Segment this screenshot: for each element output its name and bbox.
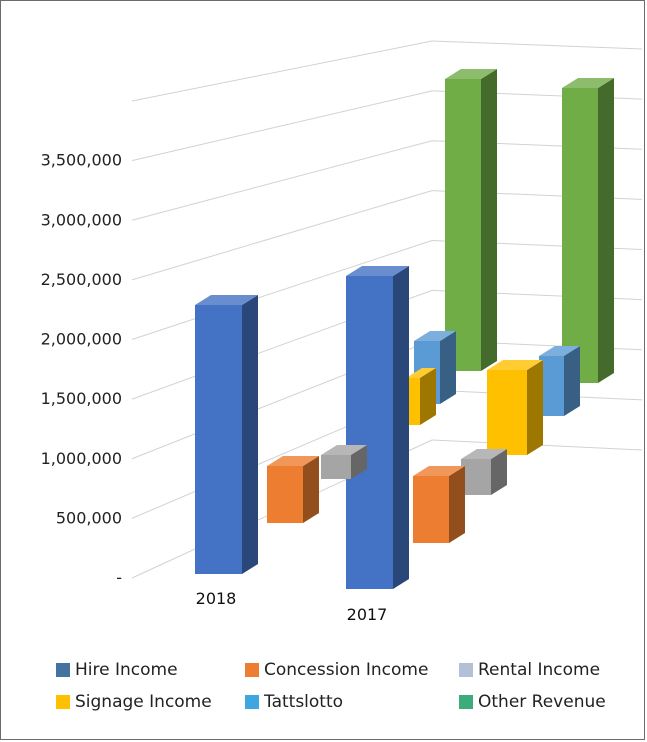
gridline (131, 190, 433, 281)
bar-front (461, 459, 491, 495)
bar-front (406, 378, 420, 425)
bar (487, 360, 543, 455)
bar (413, 466, 465, 543)
chart-plot: - 500,000 1,000,000 1,500,000 2,000,000 2,500… (41, 40, 643, 624)
bar-top (413, 466, 465, 476)
gridline (131, 140, 433, 221)
bar-front (487, 370, 527, 455)
bar-front (539, 356, 564, 416)
bar-side (440, 331, 456, 404)
bar-top (461, 449, 507, 459)
gridline (131, 90, 433, 162)
y-tick-label: - (116, 568, 122, 587)
gridline (431, 40, 643, 50)
y-tick-label: 500,000 (56, 508, 122, 527)
bar-top (321, 445, 367, 455)
y-tick-label: 2,000,000 (41, 330, 122, 349)
bar-front (346, 276, 393, 589)
legend-swatch (459, 663, 473, 677)
bar-top (487, 360, 543, 370)
bar-side (303, 456, 319, 523)
bar (562, 78, 614, 383)
bar-side (242, 295, 258, 574)
bar-front (562, 88, 598, 383)
bar-side (598, 78, 614, 383)
bar (461, 449, 507, 495)
bar-top (539, 346, 580, 356)
bar-side (481, 69, 497, 371)
bar (406, 368, 436, 425)
y-tick-label: 1,500,000 (41, 389, 122, 408)
bar-front (267, 466, 303, 523)
legend-label: Hire Income (75, 660, 178, 680)
gridline (131, 240, 433, 340)
legend-item: Hire Income (56, 660, 178, 680)
bar-top (406, 368, 436, 378)
legend-label: Concession Income (264, 660, 429, 680)
bar-front (195, 305, 242, 574)
bar-top (414, 331, 456, 341)
legend-label: Other Revenue (478, 692, 606, 712)
bar-top (195, 295, 258, 305)
bar-top (346, 266, 409, 276)
bar (195, 295, 258, 574)
legend-item: Rental Income (459, 660, 600, 680)
bar-side (564, 346, 580, 416)
bar-side (351, 445, 367, 479)
x-category-label: 2017 (347, 605, 388, 624)
legend-label: Rental Income (478, 660, 601, 680)
y-tick-label: 3,000,000 (41, 210, 122, 229)
legend-item: Tattslotto (245, 692, 343, 712)
bar-side (449, 466, 465, 543)
bar-side (527, 360, 543, 455)
legend-swatch (245, 695, 259, 709)
gridline (131, 40, 433, 102)
bar-side (491, 449, 507, 495)
y-tick-label: 1,000,000 (41, 449, 122, 468)
legend-label: Signage Income (75, 692, 212, 712)
bar-top (267, 456, 319, 466)
y-tick-label: 2,500,000 (41, 270, 122, 289)
legend-item: Other Revenue (459, 692, 606, 712)
bar-front (445, 79, 481, 371)
bar-side (420, 368, 436, 425)
bar (539, 346, 580, 416)
legend-swatch (245, 663, 259, 677)
y-tick-label: 3,500,000 (41, 151, 122, 170)
bar-front (321, 455, 351, 479)
bar (445, 69, 497, 371)
legend-label: Tattslotto (264, 692, 344, 712)
bar (321, 445, 367, 479)
legend-item: Signage Income (56, 692, 212, 712)
bar-top (445, 69, 497, 79)
bar (267, 456, 319, 523)
bar-front (413, 476, 449, 543)
x-category-label: 2018 (196, 589, 237, 608)
legend-item: Concession Income (245, 660, 428, 680)
legend-swatch (459, 695, 473, 709)
bar-top (562, 78, 614, 88)
bar (346, 266, 409, 589)
bar-side (393, 266, 409, 589)
legend-swatch (56, 663, 70, 677)
legend-swatch (56, 695, 70, 709)
